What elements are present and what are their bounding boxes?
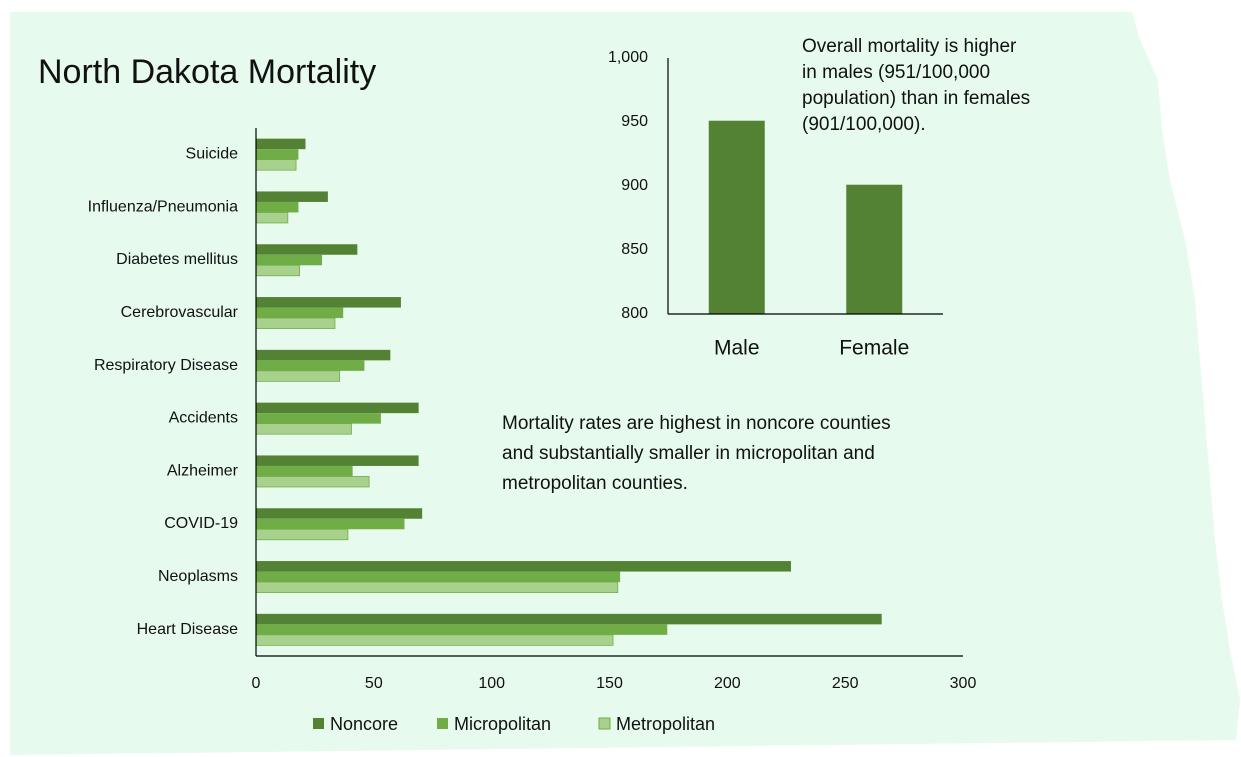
bar	[255, 212, 289, 224]
legend-swatch	[313, 718, 324, 729]
bar	[256, 624, 668, 635]
y-tick-label: 850	[621, 241, 648, 258]
y-tick-label: Heart Disease	[137, 621, 238, 638]
bar	[256, 254, 322, 266]
annotation: population) than in females	[802, 88, 1030, 109]
bar	[255, 581, 619, 593]
legend-label: Noncore	[330, 714, 398, 734]
annotation: metropolitan counties.	[502, 473, 688, 494]
annotation: Overall mortality is higher	[802, 36, 1017, 57]
bar	[255, 264, 300, 277]
x-tick-label: 300	[950, 675, 977, 692]
bar	[256, 571, 621, 583]
y-tick-label: 800	[621, 305, 648, 322]
bar	[255, 634, 614, 646]
bar	[256, 349, 391, 361]
y-tick-label: Cerebrovascular	[121, 304, 239, 321]
x-tick-label: 150	[596, 675, 623, 692]
x-tick-label: 100	[478, 675, 505, 692]
y-tick-label: Suicide	[186, 146, 239, 163]
annotation: Mortality rates are highest in noncore c…	[502, 413, 891, 434]
legend-label: Metropolitan	[616, 714, 715, 734]
y-tick-label: 950	[621, 113, 648, 130]
bar	[256, 360, 365, 371]
x-tick-label: Male	[714, 337, 760, 360]
y-tick-label: Alzheimer	[167, 462, 239, 479]
y-tick-label: Diabetes mellitus	[116, 251, 238, 268]
bar	[256, 138, 306, 150]
y-tick-label: Respiratory Disease	[94, 357, 238, 374]
y-tick-label: COVID-19	[164, 515, 238, 532]
x-tick-label: Female	[839, 337, 909, 360]
bar	[255, 423, 352, 435]
bar	[255, 476, 370, 488]
legend-swatch	[437, 718, 448, 729]
bar	[255, 317, 336, 329]
bar	[846, 184, 903, 314]
bar	[708, 120, 765, 314]
legend-swatch	[598, 717, 611, 730]
x-tick-label: 200	[714, 675, 741, 692]
bar	[256, 613, 882, 625]
bar	[256, 561, 791, 572]
annotation: (901/100,000).	[802, 114, 926, 135]
annotation: and substantially smaller in micropolita…	[502, 443, 875, 464]
y-tick-label: Influenza/Pneumonia	[88, 198, 238, 215]
bar	[255, 370, 341, 382]
bar	[256, 518, 405, 530]
bar	[256, 149, 299, 160]
y-tick-label: 900	[621, 177, 648, 194]
bar	[256, 191, 328, 202]
y-tick-label: 1,000	[608, 49, 648, 66]
x-tick-label: 250	[832, 675, 859, 692]
bar	[256, 455, 419, 466]
legend-label: Micropolitan	[454, 714, 551, 734]
bar	[256, 508, 423, 519]
chart-title: North Dakota Mortality	[38, 53, 376, 91]
bar	[256, 465, 353, 477]
bar	[255, 528, 349, 541]
x-tick-label: 0	[252, 675, 261, 692]
bar	[256, 402, 419, 414]
y-tick-label: Neoplasms	[158, 568, 238, 585]
bar	[256, 201, 299, 213]
bar	[256, 244, 358, 255]
bar	[255, 159, 297, 171]
x-tick-label: 50	[365, 675, 383, 692]
bar	[256, 413, 381, 424]
bar	[256, 297, 401, 308]
annotation: in males (951/100,000	[802, 62, 990, 83]
y-tick-label: Accidents	[169, 410, 238, 427]
bar	[256, 307, 344, 319]
